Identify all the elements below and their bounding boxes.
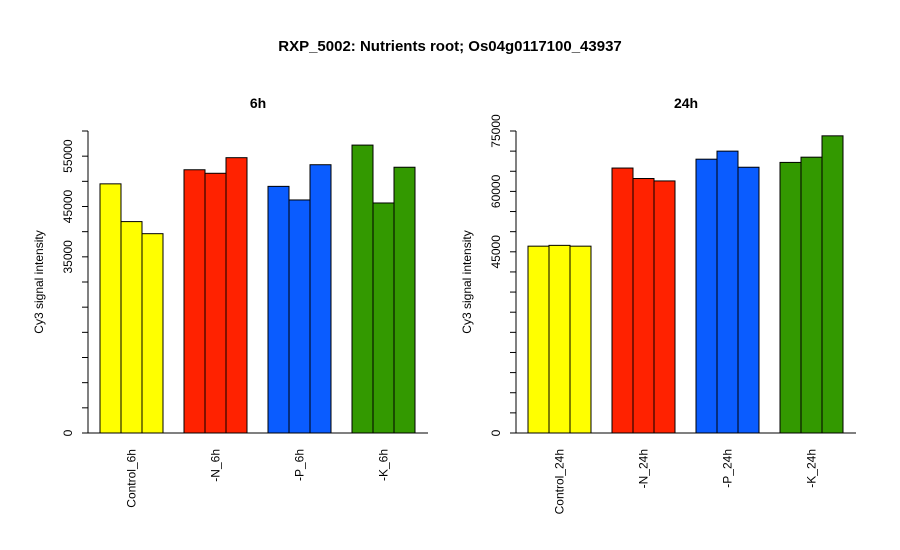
- bar: [779, 161, 802, 434]
- y-tick-label: 45000: [61, 189, 75, 223]
- bar: [716, 150, 739, 434]
- panel-6h: 6h Cy3 signal intensity Control_6h -N_6h -…: [32, 95, 428, 508]
- bar: [393, 166, 416, 434]
- panel-title: 24h: [674, 95, 698, 111]
- x-tick-label: -N_6h: [209, 449, 223, 482]
- bar: [800, 156, 823, 434]
- y-tick-label: 75000: [489, 114, 503, 148]
- bar: [548, 244, 571, 434]
- x-tick-label: -P_6h: [293, 449, 307, 481]
- bar: [372, 202, 395, 434]
- bar: [632, 178, 655, 434]
- bar: [120, 221, 143, 434]
- bar: [653, 180, 676, 434]
- x-tick-label: Control_24h: [553, 449, 567, 514]
- x-tick-label: -P_24h: [721, 449, 735, 488]
- y-tick-label: 45000: [489, 235, 503, 269]
- bar: [821, 135, 844, 434]
- bar: [569, 245, 592, 434]
- y-tick-label: 35000: [61, 240, 75, 274]
- y-axis-label: Cy3 signal intensity: [460, 230, 474, 333]
- bar: [351, 144, 374, 434]
- y-tick-label: 0: [61, 429, 75, 436]
- bar: [611, 167, 634, 434]
- bar: [288, 199, 311, 434]
- bar: [204, 172, 227, 434]
- bar: [225, 157, 248, 434]
- x-tick-label: -N_24h: [637, 449, 651, 488]
- bar: [141, 233, 164, 434]
- y-tick-label: 0: [489, 429, 503, 436]
- bar: [309, 164, 332, 434]
- bar: [737, 166, 760, 434]
- panel-24h: 24h Cy3 signal intensity Control_24h -N_2…: [460, 95, 856, 514]
- bar: [695, 158, 718, 434]
- bar: [267, 185, 290, 434]
- bar: [99, 183, 122, 434]
- x-tick-label: -K_24h: [805, 449, 819, 488]
- main-title: RXP_5002: Nutrients root; Os04g0117100_4…: [278, 38, 622, 55]
- bar: [527, 245, 550, 434]
- y-tick-label: 60000: [489, 174, 503, 208]
- panel-title: 6h: [250, 95, 266, 111]
- bar: [183, 169, 206, 434]
- x-tick-label: Control_6h: [125, 449, 139, 508]
- y-axis-label: Cy3 signal intensity: [32, 230, 46, 333]
- y-tick-label: 55000: [61, 139, 75, 173]
- x-tick-label: -K_6h: [377, 449, 391, 481]
